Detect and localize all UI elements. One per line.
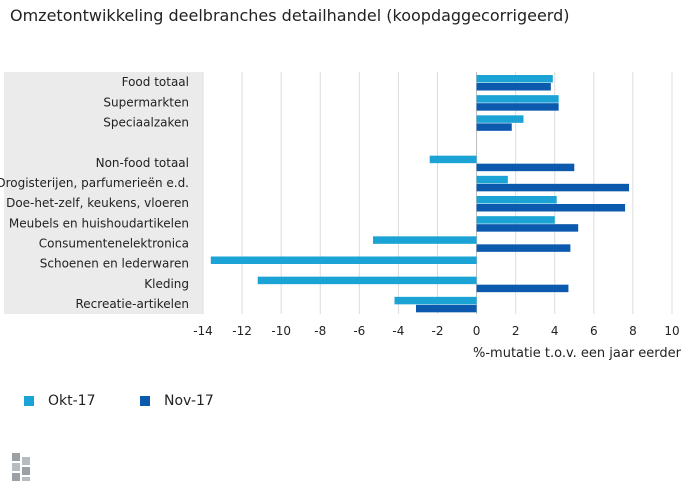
- x-tick-label: 2: [512, 324, 520, 338]
- bar-nov-17-food-totaal: [476, 83, 551, 91]
- legend-item-okt-17: Okt-17: [24, 393, 95, 409]
- gridlines: [202, 72, 673, 314]
- bar-chart: Food totaal Supermarkten Speciaalzaken Non-…: [0, 72, 682, 360]
- bars: [210, 75, 630, 313]
- category-label: Schoenen en lederwaren: [40, 257, 189, 271]
- legend-label-nov-17: Nov-17: [164, 393, 214, 409]
- x-tick-label: -12: [232, 324, 252, 338]
- legend-label-okt-17: Okt-17: [48, 393, 96, 409]
- x-tick-label: 6: [590, 324, 598, 338]
- bar-nov-17-consumentenelektronica: [476, 244, 571, 252]
- x-tick-label: -14: [193, 324, 213, 338]
- category-label: Doe-het-zelf, keukens, vloeren: [6, 196, 189, 210]
- bar-nov-17-non-food-totaal: [476, 163, 575, 172]
- x-tick-label: 0: [473, 324, 481, 338]
- bar-okt-17-doe-het-zelf-keukens-vloeren: [476, 196, 557, 204]
- category-label: Supermarkten: [103, 95, 189, 109]
- bar-nov-17-recreatie-artikelen: [416, 304, 477, 313]
- bar-okt-17-meubels-en-huishoudartikelen: [476, 216, 555, 224]
- bar-okt-17-kleding: [257, 276, 477, 285]
- category-label: Meubels en huishoudartikelen: [9, 216, 189, 230]
- legend-item-nov-17: Nov-17: [140, 393, 214, 409]
- x-tick-label: 4: [551, 324, 559, 338]
- x-tick-labels: -14 -12 -10 -8 -6 -4 -2 0 2 4 6 8 10: [193, 324, 679, 338]
- bar-okt-17-supermarkten: [476, 95, 559, 103]
- category-label: Non-food totaal: [96, 156, 189, 170]
- category-label: Food totaal: [122, 75, 189, 89]
- x-tick-label: 10: [664, 324, 679, 338]
- bar-okt-17-drogisterijen-parfumerie-n-e-d: [476, 175, 508, 184]
- bar-okt-17-schoenen-en-lederwaren: [210, 256, 477, 264]
- category-label: Consumentenelektronica: [39, 236, 189, 250]
- chart-title: Omzetontwikkeling deelbranches detailhan…: [10, 6, 570, 25]
- legend-swatch-nov-17: [140, 396, 150, 406]
- bar-nov-17-doe-het-zelf-keukens-vloeren: [476, 204, 626, 212]
- category-label-background: [4, 72, 203, 314]
- bar-nov-17-kleding: [476, 284, 569, 293]
- x-tick-label: -8: [314, 324, 326, 338]
- legend-swatch-okt-17: [24, 396, 34, 406]
- cbs-logo-icon: [12, 453, 30, 481]
- category-label: Recreatie-artikelen: [76, 297, 190, 311]
- x-tick-label: -2: [432, 324, 444, 338]
- bar-okt-17-recreatie-artikelen: [394, 296, 477, 305]
- bar-nov-17-speciaalzaken: [476, 123, 512, 131]
- bar-nov-17-supermarkten: [476, 103, 559, 111]
- bar-okt-17-food-totaal: [476, 75, 553, 83]
- category-label: Drogisterijen, parfumerieën e.d.: [0, 176, 189, 190]
- bar-okt-17-consumentenelektronica: [373, 236, 477, 244]
- x-tick-label: -4: [392, 324, 404, 338]
- bar-nov-17-drogisterijen-parfumerie-n-e-d: [476, 183, 630, 192]
- category-labels: Food totaal Supermarkten Speciaalzaken Non-…: [0, 75, 189, 311]
- x-tick-label: -6: [353, 324, 365, 338]
- bar-nov-17-meubels-en-huishoudartikelen: [476, 224, 579, 232]
- bar-okt-17-non-food-totaal: [429, 155, 477, 164]
- x-tick-label: 8: [629, 324, 637, 338]
- category-label: Speciaalzaken: [103, 115, 189, 129]
- category-label: Kleding: [144, 277, 189, 291]
- x-tick-label: -10: [271, 324, 291, 338]
- x-axis-title: %-mutatie t.o.v. een jaar eerder: [473, 346, 682, 360]
- bar-okt-17-speciaalzaken: [476, 115, 524, 123]
